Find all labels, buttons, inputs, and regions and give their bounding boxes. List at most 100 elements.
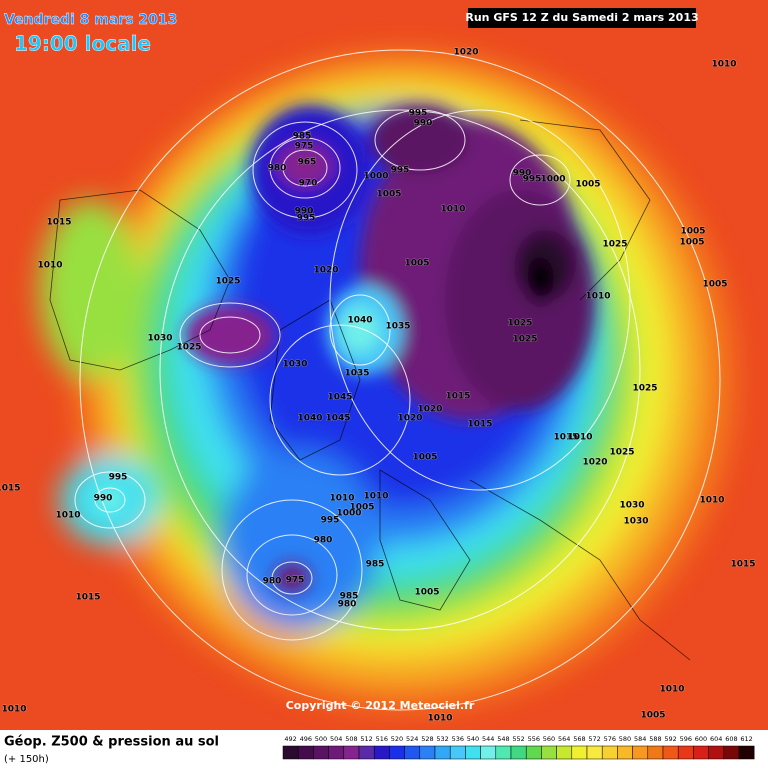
isobar-label: 1040: [347, 316, 372, 326]
scale-box: [708, 745, 725, 760]
isobar-label: 1035: [385, 322, 410, 332]
coastlines: [49, 119, 691, 661]
isobar-label: 1025: [507, 319, 532, 329]
scale-label: 528: [421, 735, 433, 743]
isobar-label: 985: [366, 560, 385, 570]
isobar-label: 1005: [640, 711, 665, 721]
isobar-label: 1010: [363, 492, 388, 502]
isobar-label: 1020: [453, 48, 478, 58]
isobar-label: 1010: [659, 685, 684, 695]
color-scale: 492 496 500 504 508 512 516 520 524 528 532 536 540 5…: [282, 735, 755, 760]
scale-label: 572: [588, 735, 600, 743]
isobar-label: 1030: [619, 501, 644, 511]
scale-label: 504: [330, 735, 342, 743]
scale-box: [571, 745, 588, 760]
scale-label: 516: [376, 735, 388, 743]
isobar-label: 1000: [363, 172, 388, 182]
scale-label: 544: [482, 735, 494, 743]
isobar-label: 1025: [176, 343, 201, 353]
scale-label: 612: [740, 735, 752, 743]
scale-box: [343, 745, 360, 760]
scale-box: [510, 745, 527, 760]
scale-box: [373, 745, 390, 760]
copyright: Copyright © 2012 Meteociel.fr: [286, 699, 475, 712]
isobar-label: 1025: [215, 277, 240, 287]
forecast-date: Vendredi 8 mars 2013: [4, 12, 177, 28]
isobar-label: 975: [286, 576, 305, 586]
isobar-label: 965: [298, 158, 317, 168]
isobar-label: 980: [314, 536, 333, 546]
isobars: [74, 49, 721, 711]
isobar-label: 1030: [147, 334, 172, 344]
isobar-label: 985: [293, 132, 312, 142]
isobar-label: 1015: [445, 392, 470, 402]
isobar-labels: 1020101099599098597596598097099510001005…: [0, 47, 756, 724]
isobar-label: 1030: [623, 517, 648, 527]
legend-title: Géop. Z500 & pression au sol: [4, 735, 219, 750]
scale-box: [617, 745, 633, 760]
isobar-label: 1025: [632, 384, 657, 394]
isobar-label: 995: [297, 214, 316, 224]
isobar-label: 1010: [585, 292, 610, 302]
isobar-label: 975: [295, 142, 314, 152]
isobar-label: 1015: [75, 593, 100, 603]
scale-label: 608: [725, 735, 737, 743]
scale-box: [358, 745, 375, 760]
isobar-label: 1030: [282, 360, 307, 370]
isobar-label: 980: [338, 600, 357, 610]
scale-label: 508: [345, 735, 357, 743]
isobar-label: 1005: [404, 259, 429, 269]
isobar-label: 1020: [582, 458, 607, 468]
scale-label: 604: [710, 735, 722, 743]
scale-box: [632, 745, 649, 760]
isobar-label: 980: [263, 577, 282, 587]
scale-label: 512: [360, 735, 372, 743]
scale-box: [419, 745, 436, 760]
isobar-label: 1005: [412, 453, 437, 463]
isobar-label: 1010: [55, 511, 80, 521]
isobar-label: 1025: [512, 335, 537, 345]
isobar-label: 1045: [327, 393, 352, 403]
isobar-label: 1005: [414, 588, 439, 598]
isobar-label: 1025: [609, 448, 634, 458]
scale-label: 520: [391, 735, 403, 743]
forecast-time: 19:00 locale: [14, 32, 151, 56]
isobar-label: 1010: [1, 705, 26, 715]
isobar-label: 970: [299, 179, 318, 189]
isobar-label: 1035: [344, 369, 369, 379]
isobar-label: 1010: [699, 496, 724, 506]
run-box: [468, 8, 696, 28]
isobar-label: 1010: [440, 205, 465, 215]
isobar-label: 1040: [297, 414, 322, 424]
isobar-label: 1015: [553, 433, 578, 443]
isobar-label: 1020: [397, 414, 422, 424]
scale-label: 568: [573, 735, 585, 743]
scale-label: 532: [436, 735, 448, 743]
scale-label: 564: [558, 735, 570, 743]
scale-label: 576: [604, 735, 616, 743]
isobar-label: 1010: [567, 433, 592, 443]
scale-label: 584: [634, 735, 646, 743]
scale-label: 524: [406, 735, 418, 743]
scale-label: 556: [528, 735, 540, 743]
scale-box: [434, 745, 451, 760]
scale-label: 496: [300, 735, 312, 743]
isobar-label: 1025: [602, 240, 627, 250]
scale-box: [647, 745, 664, 760]
isobar-label: 995: [391, 166, 410, 176]
isobar-label: 1020: [313, 266, 338, 276]
scale-box: [738, 745, 755, 760]
isobar-label: 1010: [427, 714, 452, 724]
isobar-label: 1015: [730, 560, 755, 570]
isobar-label: 1005: [702, 280, 727, 290]
scale-box: [404, 745, 421, 760]
scale-box: [556, 745, 573, 760]
isobar-label: 995: [409, 109, 428, 119]
isobar-label: 1000: [336, 509, 361, 519]
isobar-label: 1015: [46, 218, 71, 228]
scale-box: [495, 745, 512, 760]
scale-label: 596: [680, 735, 692, 743]
scale-box: [449, 745, 466, 760]
